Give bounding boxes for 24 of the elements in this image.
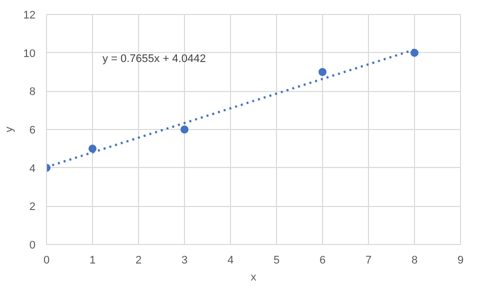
x-tick-label: 4 xyxy=(227,254,234,266)
x-tick-label: 5 xyxy=(273,254,280,266)
x-tick-label: 7 xyxy=(365,254,372,266)
y-tick-label: 6 xyxy=(29,124,36,136)
x-tick-label: 3 xyxy=(181,254,188,266)
point xyxy=(180,126,188,134)
y-tick-label: 0 xyxy=(29,240,36,252)
y-tick-label: 2 xyxy=(29,201,36,214)
y-tick-label: 10 xyxy=(23,48,36,60)
x-axis-title: x xyxy=(250,272,257,284)
x-tick-label: 0 xyxy=(43,254,50,266)
point xyxy=(318,68,326,76)
y-tick-label: 12 xyxy=(23,10,36,22)
annotation: y = 0.7655x + 4.0442 xyxy=(102,53,206,66)
y-axis-title: y xyxy=(3,126,16,132)
point xyxy=(88,144,96,153)
x-tick-label: 1 xyxy=(89,254,96,266)
x-tick-label: 9 xyxy=(457,254,464,266)
y-tick-label: 4 xyxy=(29,162,36,175)
x-tick-label: 2 xyxy=(135,254,142,266)
point xyxy=(410,48,418,57)
y-tick-label: 8 xyxy=(29,86,36,98)
x-tick-label: 8 xyxy=(411,254,418,266)
x-tick-label: 6 xyxy=(319,254,326,266)
